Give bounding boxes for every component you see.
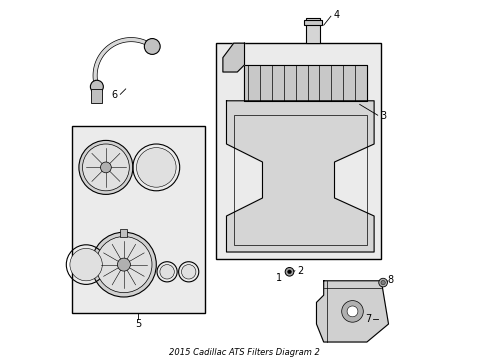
Circle shape [82,144,129,191]
Circle shape [79,140,133,194]
Text: 1: 1 [275,273,281,283]
Text: 3: 3 [379,111,386,121]
Circle shape [136,148,176,187]
Circle shape [90,80,103,93]
Circle shape [91,232,156,297]
Polygon shape [244,65,366,101]
Bar [305,18,320,43]
Circle shape [160,265,174,279]
Polygon shape [316,281,387,342]
Circle shape [181,265,196,279]
Bar [120,229,127,237]
Text: 5: 5 [135,319,141,329]
Text: 7: 7 [365,314,371,324]
Bar [233,115,366,245]
Circle shape [70,248,102,281]
Circle shape [144,39,160,54]
Polygon shape [226,101,373,252]
Polygon shape [223,43,244,72]
Bar [303,20,321,25]
Bar [215,43,381,259]
Circle shape [101,162,111,173]
Circle shape [96,237,152,293]
Text: 2015 Cadillac ATS Filters Diagram 2: 2015 Cadillac ATS Filters Diagram 2 [169,348,319,357]
Circle shape [117,258,130,271]
Circle shape [346,306,357,317]
Circle shape [378,278,386,287]
Text: 6: 6 [112,90,118,100]
Circle shape [341,301,363,322]
Text: 2: 2 [297,266,303,276]
Bar [72,126,204,313]
Text: 4: 4 [332,10,339,20]
Circle shape [380,280,385,285]
Text: 8: 8 [386,275,392,285]
Circle shape [287,270,291,274]
Circle shape [285,267,293,276]
Bar [91,89,102,103]
